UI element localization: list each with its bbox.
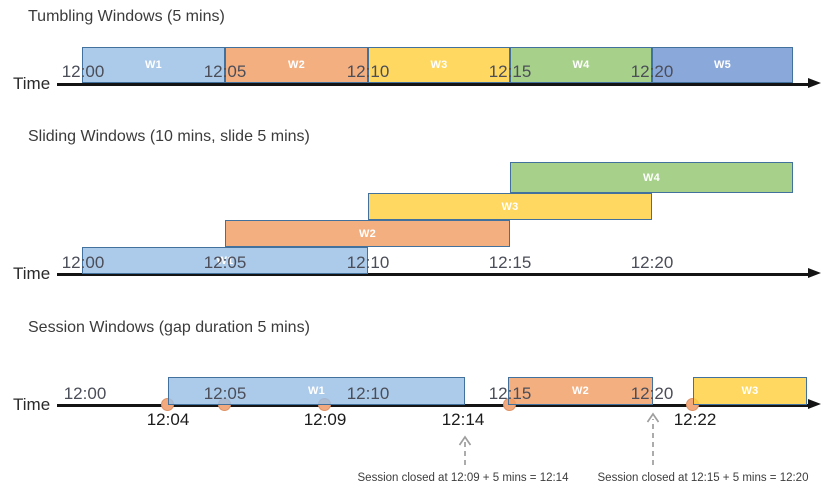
window-label: W1 [307, 385, 326, 397]
tumbling-window-w2: W2 [225, 47, 368, 83]
window-label: W4 [642, 171, 661, 184]
session-close-arrow-icon [646, 412, 660, 465]
event-time-label: 12:09 [303, 410, 347, 429]
window-label: W2 [287, 59, 306, 71]
tick-label: 12:00 [61, 62, 105, 81]
window-label: W2 [358, 227, 377, 240]
event-time-label: 12:22 [673, 410, 717, 429]
tick-label: 12:10 [346, 62, 390, 81]
session-window-w3: W3 [693, 377, 807, 405]
sliding-time-axis-label: Time [13, 264, 51, 283]
session-close-annotation: Session closed at 12:15 + 5 mins = 12:20 [597, 472, 809, 484]
sliding-window-w2: W2 [225, 220, 510, 247]
tick-label: 12:05 [203, 384, 247, 403]
window-label: W3 [501, 200, 519, 213]
sliding-timeline [57, 273, 809, 276]
tick-label: 12:05 [203, 253, 247, 272]
tick-label: 12:00 [61, 253, 105, 272]
window-label: W1 [216, 254, 234, 267]
session-close-annotation: Session closed at 12:09 + 5 mins = 12:14 [357, 472, 569, 484]
window-label: W5 [713, 59, 732, 71]
tick-label: 12:15 [488, 62, 532, 81]
window-label: W3 [741, 385, 759, 397]
session-title: Session Windows (gap duration 5 mins) [28, 319, 310, 336]
session-time-axis-label: Time [13, 395, 51, 414]
event-time-label: 12:04 [146, 410, 190, 429]
session-window-w1: W1 [168, 377, 465, 405]
session-timeline-arrow-icon [808, 399, 821, 409]
session-timeline [57, 404, 809, 407]
tick-label: 12:10 [346, 253, 390, 272]
tumbling-timeline [57, 83, 809, 86]
sliding-timeline-arrow-icon [808, 268, 821, 278]
tick-label: 12:10 [346, 384, 390, 403]
window-label: W1 [144, 59, 163, 71]
tumbling-title: Tumbling Windows (5 mins) [28, 8, 225, 25]
tumbling-window-w4: W4 [510, 47, 652, 83]
sliding-window-w4: W4 [510, 162, 793, 193]
tick-label: 12:15 [488, 253, 532, 272]
event-time-label: 12:14 [441, 410, 485, 429]
session-window-w2: W2 [508, 377, 653, 405]
tick-label: 12:15 [488, 384, 532, 403]
tick-label: 12:00 [63, 384, 107, 403]
tumbling-timeline-arrow-icon [808, 78, 821, 88]
tick-label: 12:20 [630, 62, 674, 81]
session-close-arrow-icon [458, 435, 472, 465]
tick-label: 12:20 [630, 253, 674, 272]
tumbling-window-w5: W5 [652, 47, 793, 83]
tumbling-window-w3: W3 [368, 47, 510, 83]
sliding-title: Sliding Windows (10 mins, slide 5 mins) [28, 128, 310, 145]
sliding-window-w3: W3 [368, 193, 652, 220]
sliding-window-w1: W1 [82, 247, 368, 274]
tumbling-time-axis-label: Time [13, 74, 51, 93]
tick-label: 12:20 [630, 384, 674, 403]
window-label: W2 [571, 385, 590, 397]
window-label: W3 [430, 59, 448, 71]
window-label: W4 [572, 59, 590, 71]
tumbling-window-w1: W1 [82, 47, 225, 83]
tick-label: 12:05 [203, 62, 247, 81]
